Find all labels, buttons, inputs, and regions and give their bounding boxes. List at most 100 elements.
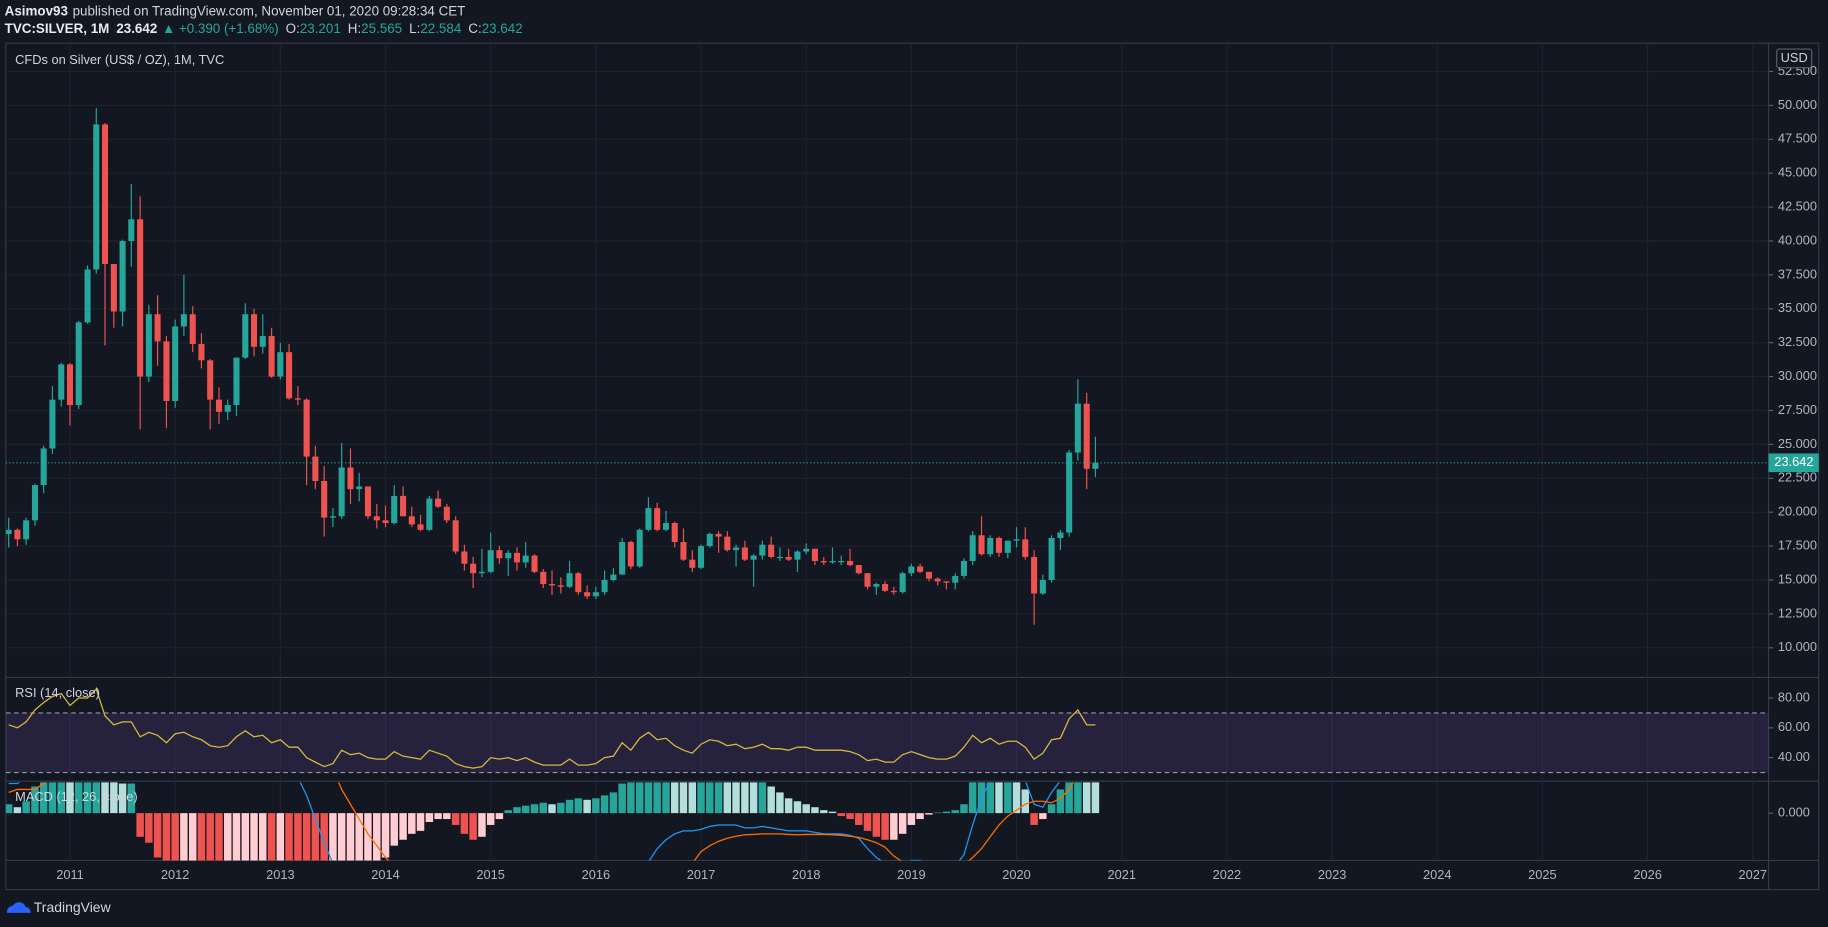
candle-body	[14, 529, 21, 540]
candle-body	[417, 524, 424, 530]
author: Asimov93	[5, 3, 68, 18]
x-tick-label: 2020	[1002, 867, 1031, 882]
macd-histogram-bar	[118, 783, 127, 814]
candle-body	[224, 405, 231, 412]
candle-body	[619, 542, 626, 575]
candle-body	[373, 516, 380, 521]
last-price-box	[1768, 453, 1819, 473]
axes: 2011 2012 2013 2014 2015 2016 2017 2018 2019 2020…	[15, 63, 1819, 882]
y-tick-label: 17.500	[1778, 537, 1817, 552]
candle-body	[5, 529, 12, 534]
candle-body	[215, 399, 223, 412]
macd-histogram-bar	[592, 798, 600, 814]
candle-body	[627, 542, 634, 567]
macd-histogram-bar	[784, 798, 793, 814]
macd-histogram-bar	[995, 782, 1003, 814]
macd-histogram-bar	[39, 782, 48, 814]
candle-body	[312, 456, 319, 482]
currency: USD	[1781, 50, 1808, 65]
macd-histogram-bar	[364, 813, 372, 861]
y-tick-label: 15.000	[1778, 571, 1817, 586]
macd-histogram-bar	[294, 813, 302, 861]
macd-histogram-bar	[881, 813, 889, 840]
candle-body	[908, 566, 915, 574]
candle-body	[163, 341, 170, 402]
candle-body	[855, 565, 862, 574]
macd-histogram-bar	[662, 782, 670, 814]
x-tick-label: 2019	[897, 867, 926, 882]
candle-body	[978, 535, 985, 555]
candle-body	[592, 592, 599, 597]
macd-histogram-bar	[145, 813, 153, 843]
macd-histogram-bar	[802, 804, 810, 814]
macd-histogram-bar	[188, 813, 197, 861]
macd-histogram-bar	[1039, 813, 1047, 820]
macd-histogram-bar	[530, 804, 539, 814]
ohlc-label: C:	[468, 21, 481, 36]
macd-histogram-bar	[478, 813, 486, 837]
header-line-2: TVC:SILVER, 1M 23.642 ▲ +0.390 (+1.68%) O:2…	[5, 21, 523, 36]
candle-body	[899, 573, 906, 593]
candle-body	[1074, 403, 1081, 453]
y-tick-label: 20.000	[1778, 504, 1817, 519]
y-tick-label: 22.500	[1778, 470, 1817, 485]
rsi-pane	[5, 687, 1769, 774]
candle-body	[137, 219, 144, 377]
macd-histogram-bar	[767, 786, 775, 814]
macd-histogram-bar	[127, 783, 136, 814]
macd-histogram-bar	[399, 813, 407, 840]
macd-histogram-bar	[557, 802, 565, 814]
candle-body	[785, 556, 792, 560]
candle-body	[496, 550, 503, 559]
candle-body	[811, 548, 818, 562]
candle-body	[724, 536, 731, 551]
macd-histogram-bar	[206, 813, 214, 861]
candle-body	[478, 571, 485, 574]
candle-body	[1039, 579, 1046, 594]
candle-body	[294, 398, 301, 400]
macd-histogram-bar	[302, 813, 311, 861]
y-tick-label: 80.00	[1778, 689, 1810, 704]
candle-body	[1031, 556, 1038, 594]
candle-body	[400, 495, 407, 517]
rsi-line	[8, 687, 1096, 769]
x-tick-label: 2013	[266, 867, 295, 882]
candle-body	[1013, 539, 1020, 541]
candle-body	[733, 547, 740, 551]
macd-histogram-bar	[820, 810, 828, 814]
ohlc-value: 25.565	[361, 21, 402, 36]
macd-histogram-bar	[1030, 813, 1038, 825]
candle-body	[890, 590, 897, 593]
candle-body	[286, 352, 293, 399]
candle-body	[1004, 540, 1011, 553]
macd-histogram-bar	[1082, 782, 1091, 814]
candle-body	[803, 548, 810, 552]
macd-histogram-bar	[846, 813, 854, 820]
candle-body	[680, 542, 687, 560]
macd-histogram-bar	[890, 813, 898, 840]
pane-title: RSI (14, close)	[15, 685, 100, 700]
candle-body	[969, 535, 976, 562]
macd-histogram-bar	[758, 782, 767, 814]
macd-histogram-bar	[276, 813, 285, 861]
x-tick-label: 2015	[476, 867, 505, 882]
macd-histogram-bar	[259, 813, 267, 861]
macd-histogram-bar	[749, 782, 758, 814]
macd-histogram-bar	[968, 782, 977, 814]
macd-histogram-bar	[416, 813, 425, 831]
macd-histogram-bar	[907, 813, 916, 825]
candle-body	[917, 566, 924, 572]
macd-histogram-bar	[679, 782, 688, 814]
macd-histogram-bar	[408, 813, 416, 834]
macd-histogram-bar	[697, 782, 705, 814]
candle-body	[58, 364, 65, 400]
macd-histogram-bar	[320, 813, 328, 861]
grid	[5, 44, 1769, 861]
macd-histogram-bar	[504, 810, 512, 814]
ohlc-value: 23.642	[482, 21, 523, 36]
macd-histogram-bar	[951, 810, 959, 814]
last: 23.642	[116, 21, 157, 36]
x-tick-label: 2021	[1107, 867, 1136, 882]
candle-body	[189, 314, 196, 345]
